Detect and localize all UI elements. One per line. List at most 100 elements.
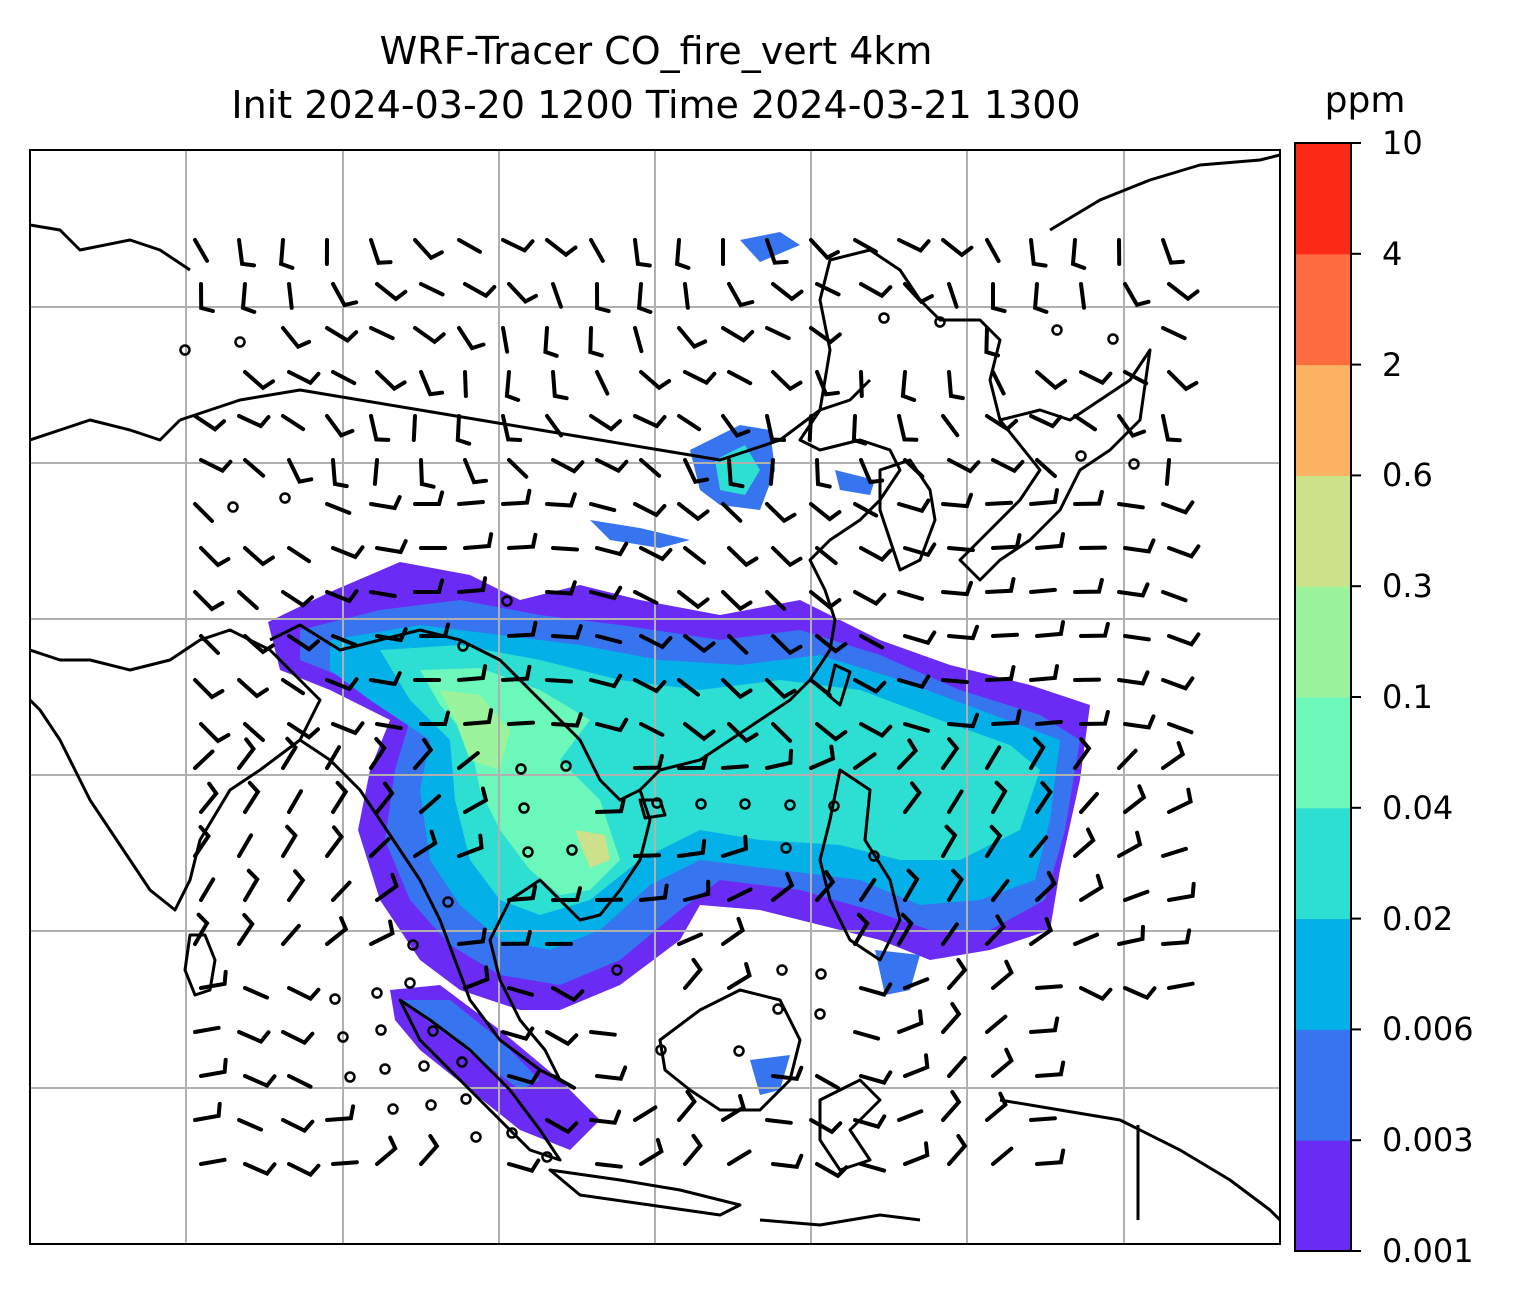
wind-barb: [1167, 370, 1199, 392]
wind-barb: [991, 533, 1022, 550]
wind-barb: [639, 1137, 664, 1166]
wind-barb: [243, 370, 275, 391]
wind-barb: [985, 1014, 1008, 1034]
wind-barb: [507, 720, 535, 726]
colorbar-tick-label: 2: [1382, 345, 1403, 384]
wind-barb: [281, 1118, 315, 1134]
wind-barb: [281, 1030, 315, 1046]
wind-barb: [677, 414, 702, 432]
wind-barb: [765, 238, 789, 265]
wind-barb: [809, 326, 842, 345]
wind-barb: [507, 1070, 541, 1086]
wind-barb: [1029, 736, 1046, 770]
wind-barb: [897, 912, 914, 946]
sri-lanka: [183, 933, 217, 997]
wind-barb: [903, 781, 922, 814]
calm-wind-circle: [227, 501, 239, 513]
wind-barb: [1079, 873, 1104, 902]
calm-wind-circle: [404, 977, 416, 989]
wind-barb: [677, 678, 700, 697]
wind-barb: [281, 326, 312, 350]
wind-barb: [243, 1162, 277, 1177]
wind-barb: [331, 458, 349, 489]
wind-barb: [633, 238, 652, 268]
calm-wind-circle: [371, 987, 383, 999]
wind-barb: [545, 492, 577, 508]
wind-barb: [903, 868, 920, 902]
wind-barb: [633, 502, 667, 518]
wind-barb: [985, 577, 1016, 594]
wind-barb: [287, 634, 320, 652]
wind-barb: [463, 370, 468, 398]
calm-wind-circle: [695, 798, 707, 810]
wind-barb: [193, 825, 211, 858]
wind-barb: [463, 708, 494, 726]
wind-barb: [1117, 502, 1145, 510]
colorbar-unit-label: ppm: [1324, 80, 1406, 121]
wind-barb: [551, 624, 583, 640]
calm-wind-circle: [501, 595, 513, 607]
wind-barb: [947, 1056, 967, 1078]
wind-barb: [900, 370, 917, 402]
wind-barb: [677, 502, 710, 522]
wind-barb: [639, 546, 673, 562]
wind-barb: [1161, 238, 1185, 265]
wind-barb: [589, 1030, 617, 1037]
wind-barb: [721, 414, 751, 438]
wind-barb: [947, 868, 965, 902]
wind-barb: [1164, 458, 1171, 486]
wind-barb: [463, 965, 490, 990]
colorbar-tick-label: 0.003: [1382, 1121, 1474, 1160]
wind-barb: [589, 585, 623, 601]
wind-barb: [199, 282, 215, 313]
wind-barb: [771, 722, 793, 743]
wind-barb: [815, 546, 838, 566]
wind-barb: [457, 833, 484, 858]
wind-barb: [947, 712, 979, 729]
wind-barb: [721, 678, 753, 700]
wind-barb: [765, 326, 791, 341]
wind-barb: [240, 282, 257, 314]
wind-barb: [419, 282, 445, 297]
calm-wind-circle: [279, 492, 291, 504]
wind-barb: [278, 238, 295, 270]
wind-barb: [765, 1118, 793, 1125]
wind-barb: [633, 754, 664, 770]
wind-barb: [237, 1118, 263, 1132]
wind-barb: [595, 370, 610, 396]
plume-east-china-patch: [590, 520, 690, 548]
calm-wind-circle: [418, 1060, 430, 1072]
wind-barb: [589, 238, 605, 263]
wind-barb: [287, 722, 320, 740]
wind-barb: [375, 781, 395, 814]
wind-barb: [287, 869, 306, 902]
wind-barb: [193, 912, 210, 946]
sumatra: [398, 998, 562, 1162]
wind-barb: [853, 678, 887, 694]
wind-barb: [941, 492, 973, 509]
wind-barb: [859, 722, 893, 738]
wind-barb: [193, 414, 226, 432]
wind-barb: [1073, 414, 1097, 432]
mongolia-border: [179, 388, 821, 462]
wind-barb: [1029, 664, 1059, 682]
wind-barb: [281, 678, 305, 696]
taiwan: [826, 663, 852, 707]
wind-barb: [1117, 670, 1150, 686]
wind-barb: [243, 634, 275, 655]
wind-barb: [721, 590, 753, 612]
wind-barb: [1123, 784, 1147, 814]
wind-barb: [1035, 370, 1068, 391]
wind-barb: [947, 370, 965, 401]
calm-wind-circle: [379, 1063, 391, 1075]
wind-barb: [588, 326, 604, 358]
wind-barb: [551, 1074, 576, 1090]
wind-barb: [941, 1002, 962, 1034]
borneo: [658, 988, 802, 1112]
wind-barb: [1029, 238, 1048, 268]
calm-wind-circle: [442, 896, 454, 908]
wind-barb: [281, 414, 306, 432]
wind-barb: [1073, 489, 1104, 506]
wind-barb: [237, 590, 259, 610]
wind-barb: [545, 238, 578, 258]
